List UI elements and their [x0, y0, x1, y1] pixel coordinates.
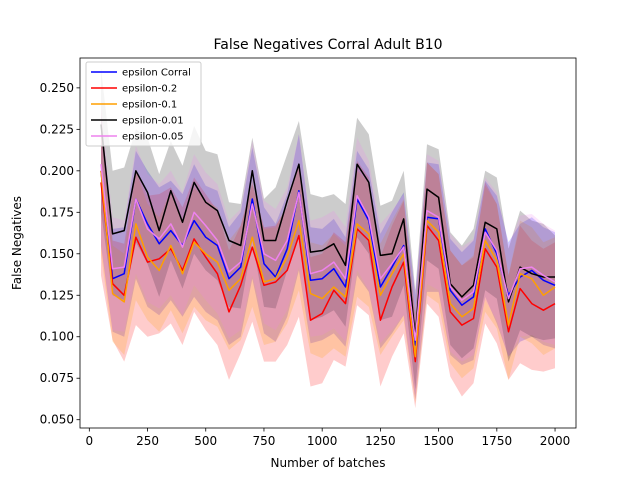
confidence-band-epsilon-0-01	[101, 68, 555, 390]
series-lines	[100, 124, 556, 363]
confidence-band-epsilon-0-1	[101, 121, 555, 404]
confidence-band-epsilon-0-05	[101, 107, 555, 397]
x-axis-ticks: 0 250 500 750 1000 1250 1500 1750 2000	[85, 428, 570, 448]
x-axis-label: Number of batches	[271, 456, 386, 470]
y-axis-label: False Negatives	[10, 196, 24, 290]
x-tick-label: 2000	[540, 434, 571, 448]
x-tick-label: 1250	[365, 434, 396, 448]
x-tick-label: 0	[85, 434, 93, 448]
y-tick-label: 0.150	[40, 247, 74, 261]
y-tick-label: 0.200	[40, 164, 74, 178]
legend-label-epsilon-0-1: epsilon-0.1	[122, 100, 177, 111]
y-axis-ticks: 0.050 0.075 0.100 0.125 0.150 0.175 0.200 0.225…	[40, 81, 80, 427]
confidence-band-epsilon-corral	[101, 116, 555, 400]
x-tick-label: 1500	[423, 434, 454, 448]
legend-label-epsilon-corral: epsilon Corral	[122, 68, 191, 79]
legend-box	[85, 61, 202, 147]
series-line-epsilon-0-1	[100, 170, 556, 358]
legend: epsilon Corral epsilon-0.2 epsilon-0.1 epsi…	[85, 61, 202, 147]
chart-title: False Negatives Corral Adult B10	[213, 37, 442, 53]
legend-label-epsilon-0-01: epsilon-0.01	[122, 116, 184, 127]
y-tick-label: 0.050	[40, 413, 74, 427]
y-tick-label: 0.250	[40, 81, 74, 95]
x-tick-label: 500	[194, 434, 217, 448]
series-line-epsilon-0-01	[100, 124, 555, 338]
series-line-epsilon-0-05	[100, 164, 556, 341]
y-tick-label: 0.125	[40, 288, 74, 302]
x-tick-label: 1750	[482, 434, 513, 448]
y-tick-label: 0.100	[40, 330, 74, 344]
x-tick-label: 750	[253, 434, 276, 448]
confidence-bands	[101, 68, 555, 409]
confidence-band-epsilon-0-2	[101, 109, 555, 409]
plot-frame	[79, 57, 577, 429]
y-tick-label: 0.175	[40, 205, 74, 219]
x-tick-label: 250	[136, 434, 159, 448]
x-tick-label: 1000	[307, 434, 338, 448]
legend-label-epsilon-0-2: epsilon-0.2	[122, 84, 177, 95]
y-tick-label: 0.075	[40, 371, 74, 385]
y-tick-label: 0.225	[40, 122, 74, 136]
legend-label-epsilon-0-05: epsilon-0.05	[122, 132, 184, 143]
